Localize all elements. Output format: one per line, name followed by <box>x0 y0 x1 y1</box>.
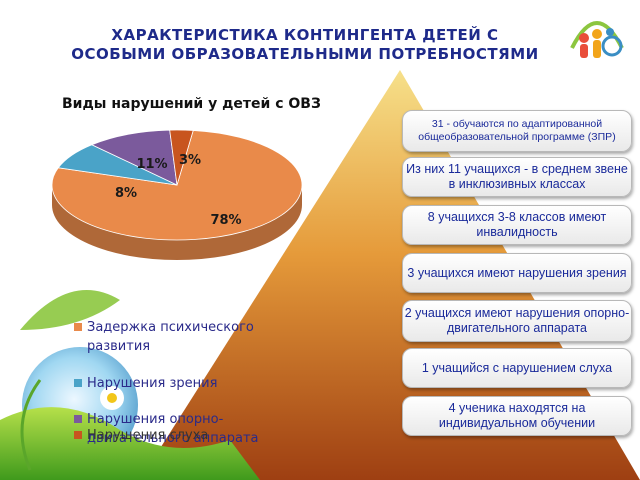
flower-decoration <box>100 386 124 410</box>
legend-swatch <box>74 323 82 331</box>
pie-slice-side <box>52 185 302 260</box>
grass-decoration <box>0 407 260 480</box>
legend-label: Нарушения слуха <box>87 428 209 443</box>
legend-swatch <box>74 431 82 439</box>
info-box-disability: 8 учащихся 3-8 классов имеют инвалидност… <box>402 205 632 245</box>
slide-title: ХАРАКТЕРИСТИКА КОНТИНГЕНТА ДЕТЕЙ С ОСОБЫ… <box>71 26 539 63</box>
info-box-adapted-program: 31 - обучаются по адаптированной общеобр… <box>402 110 632 152</box>
chart-title: Виды нарушений у детей с ОВЗ <box>62 96 321 112</box>
info-box-vision: 3 учащихся имеют нарушения зрения <box>402 253 632 293</box>
legend-label: Нарушения зрения <box>87 376 218 391</box>
legend-swatch <box>74 379 82 387</box>
pie-data-label: 11% <box>136 157 167 172</box>
pie-data-label: 8% <box>115 186 137 201</box>
pie-slice-3 <box>90 129 178 186</box>
info-box-musculoskeletal: 2 учащихся имеют нарушения опорно-двигат… <box>402 300 632 342</box>
pie-data-label: 3% <box>179 153 201 168</box>
pie-data-label: 78% <box>210 213 241 228</box>
logo-icon <box>570 21 624 58</box>
legend-swatch <box>74 415 82 423</box>
pie-slice-4 <box>169 129 194 186</box>
legend-item: Нарушения зрения <box>74 374 217 393</box>
legend-item: Задержка психического развития <box>74 318 314 356</box>
info-box-inclusive-classes: Из них 11 учащихся - в среднем звене в и… <box>402 157 632 197</box>
legend-item: Нарушения слуха <box>74 426 208 445</box>
info-box-hearing: 1 учащийся с нарушением слуха <box>402 348 632 388</box>
legend-item: Нарушения опорно-двигательного аппарата <box>74 410 314 448</box>
legend-label: Задержка психического развития <box>87 320 254 354</box>
leaf-decoration <box>20 290 120 330</box>
info-box-individual-education: 4 ученика находятся на индивидуальном об… <box>402 396 632 436</box>
legend-label: Нарушения опорно-двигательного аппарата <box>87 412 259 446</box>
